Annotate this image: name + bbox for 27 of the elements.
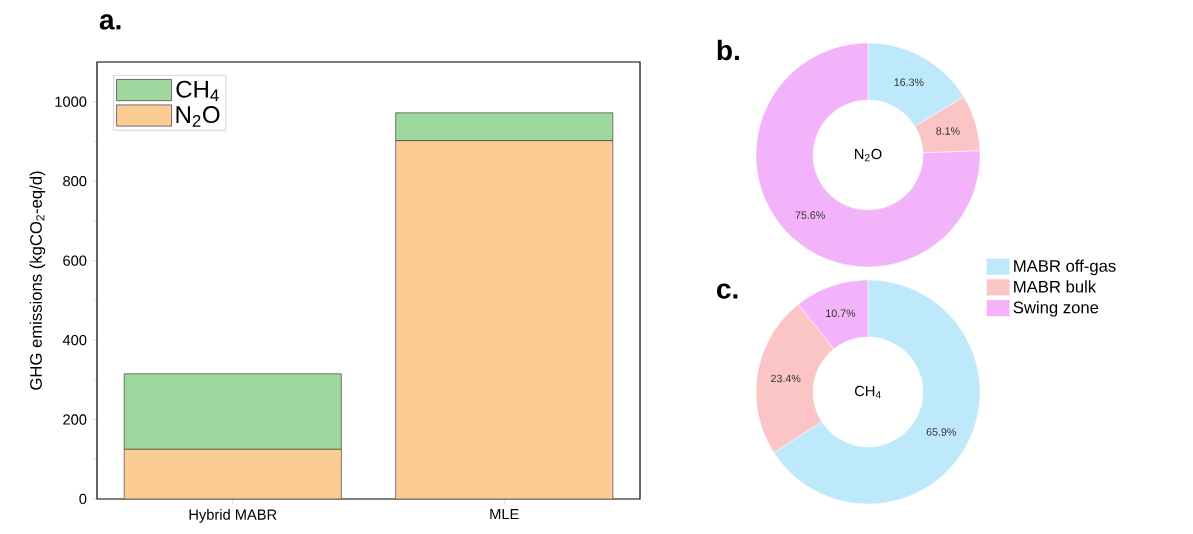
x-tick-label: Hybrid MABR [189,509,277,523]
bar [395,140,614,499]
data-label: 23.4% [771,374,801,383]
y-tick-label: 600 [63,255,87,266]
data-label: 8.1% [936,127,960,135]
legend-label: CH$_{4}$ [176,80,219,102]
y-tick-label: 400 [62,334,87,346]
text: CH$_{4}$ [854,385,881,399]
legend-label: N$_{2}$O [176,106,220,127]
y-tick-label: 1000 [55,96,87,107]
data-label: 10.7% [826,309,856,317]
data-label: 16.3% [894,78,924,87]
data-label: 65.9% [926,428,956,436]
data-label: 75.6% [795,211,825,219]
chart-title: a. [99,14,121,30]
y-tick-label: 800 [63,175,87,187]
bar [123,448,342,499]
legend-label: MABR bulk [1014,280,1097,293]
y-axis-title: GHG emissions (kgCO$_{2}$-eq/d) [29,171,46,390]
x-tick-label: MLE [490,509,519,520]
text: c. [717,283,738,299]
legend-label: Swing zone [1013,301,1099,317]
chart-title: b. [717,39,739,61]
y-tick-label: 0 [79,493,87,505]
y-tick-label: 200 [63,414,87,425]
text: N$_{2}$O [855,148,882,162]
legend-label: MABR off-gas [1014,259,1116,276]
